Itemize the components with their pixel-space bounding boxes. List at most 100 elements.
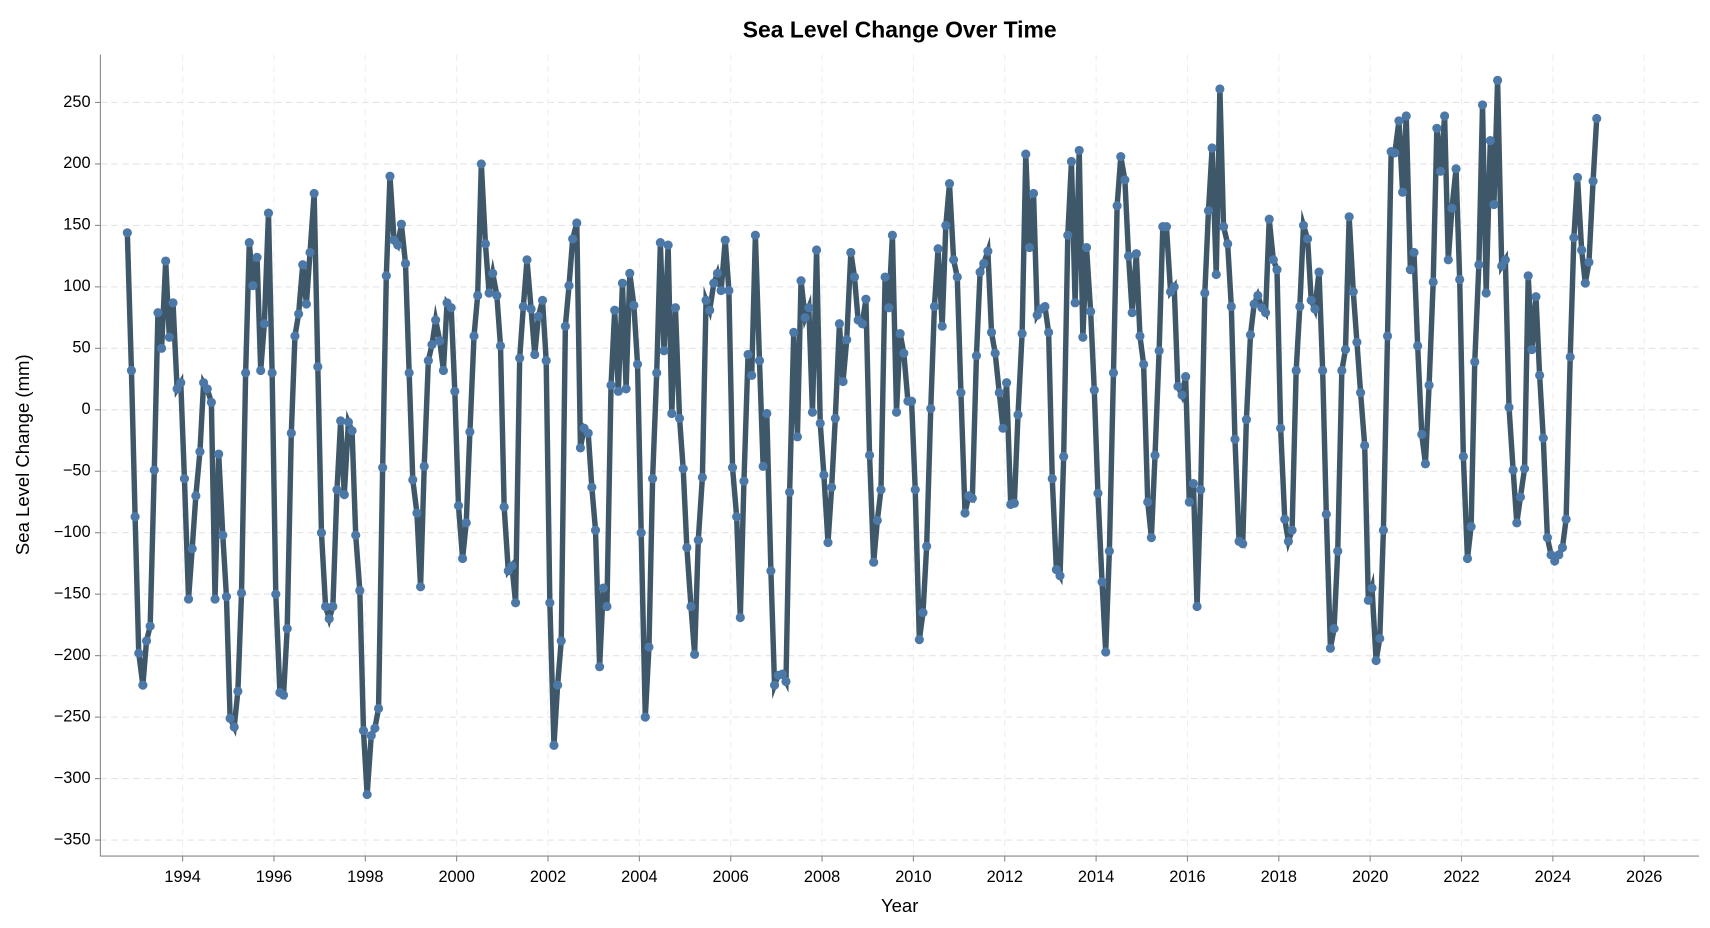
data-point bbox=[564, 281, 574, 291]
data-point bbox=[1161, 222, 1172, 232]
data-point bbox=[1420, 459, 1431, 469]
data-point bbox=[1188, 478, 1198, 489]
data-point bbox=[465, 427, 475, 437]
x-tick-label: 2018 bbox=[1261, 868, 1297, 886]
data-point bbox=[229, 722, 239, 732]
x-tick-label: 2014 bbox=[1078, 868, 1114, 886]
data-point bbox=[313, 362, 323, 372]
data-point bbox=[499, 502, 509, 512]
data-point bbox=[732, 512, 742, 522]
data-point bbox=[1287, 525, 1297, 535]
data-point bbox=[705, 305, 715, 315]
data-point bbox=[644, 642, 654, 652]
data-point bbox=[781, 676, 791, 687]
data-point bbox=[823, 537, 833, 548]
data-point bbox=[827, 482, 837, 492]
data-point bbox=[336, 416, 346, 426]
data-point bbox=[1245, 330, 1256, 340]
data-point bbox=[1139, 359, 1149, 369]
data-point bbox=[640, 712, 650, 722]
data-point bbox=[971, 351, 982, 361]
data-point bbox=[286, 428, 296, 438]
x-tick-label: 2024 bbox=[1535, 868, 1571, 886]
data-point bbox=[435, 336, 445, 346]
data-point bbox=[1238, 539, 1248, 549]
data-point bbox=[724, 285, 734, 296]
data-point bbox=[1531, 292, 1541, 302]
data-point bbox=[1044, 327, 1054, 337]
data-point bbox=[122, 228, 132, 238]
data-point bbox=[941, 220, 951, 230]
data-point bbox=[241, 368, 251, 378]
data-point bbox=[1375, 633, 1385, 644]
y-tick-label: 100 bbox=[63, 277, 90, 295]
data-point bbox=[998, 423, 1008, 433]
data-point bbox=[244, 238, 254, 248]
data-point bbox=[195, 447, 205, 457]
data-point bbox=[735, 612, 745, 623]
data-point bbox=[899, 348, 909, 358]
data-point bbox=[891, 407, 902, 417]
data-point bbox=[895, 328, 905, 339]
data-point bbox=[1280, 514, 1290, 524]
data-point bbox=[263, 208, 274, 218]
data-point bbox=[1143, 497, 1153, 507]
data-point bbox=[949, 255, 959, 265]
data-point bbox=[1542, 533, 1552, 543]
data-point bbox=[887, 230, 897, 240]
data-point bbox=[370, 723, 380, 733]
data-point bbox=[1588, 176, 1598, 186]
data-point bbox=[785, 487, 795, 497]
data-point bbox=[328, 601, 338, 612]
data-point bbox=[1569, 233, 1579, 243]
data-point bbox=[145, 621, 155, 631]
data-point bbox=[1310, 304, 1320, 314]
data-point bbox=[1413, 341, 1423, 351]
data-point bbox=[1398, 187, 1408, 197]
data-point bbox=[1291, 365, 1301, 376]
data-point bbox=[990, 348, 1000, 358]
data-point bbox=[461, 518, 471, 528]
data-point bbox=[716, 285, 726, 296]
data-point bbox=[636, 528, 646, 538]
data-point bbox=[690, 649, 700, 660]
data-point bbox=[1462, 553, 1473, 564]
data-point bbox=[533, 311, 543, 321]
data-point bbox=[423, 356, 433, 366]
data-point bbox=[1081, 242, 1092, 253]
data-point bbox=[667, 408, 677, 419]
data-point bbox=[907, 396, 917, 406]
data-point bbox=[983, 246, 993, 256]
data-point bbox=[1184, 497, 1194, 507]
x-tick-label: 2004 bbox=[621, 868, 657, 886]
data-point bbox=[358, 726, 369, 736]
data-point bbox=[1435, 166, 1446, 176]
data-point bbox=[1447, 203, 1457, 213]
data-point bbox=[944, 179, 955, 189]
data-point bbox=[373, 703, 384, 714]
data-point bbox=[176, 378, 186, 388]
data-point bbox=[332, 485, 342, 495]
data-point bbox=[560, 321, 570, 331]
data-point bbox=[632, 359, 643, 369]
y-tick-label: 50 bbox=[72, 339, 90, 357]
data-point bbox=[1371, 655, 1381, 666]
data-point bbox=[393, 240, 403, 250]
data-point bbox=[164, 332, 174, 342]
data-point bbox=[1303, 234, 1313, 244]
data-point bbox=[1508, 465, 1518, 475]
data-point bbox=[408, 475, 418, 485]
data-point bbox=[670, 303, 681, 313]
data-point bbox=[259, 319, 269, 329]
data-point bbox=[381, 271, 391, 281]
data-point bbox=[545, 598, 555, 608]
data-point bbox=[183, 594, 194, 604]
data-point bbox=[1504, 402, 1514, 412]
data-point bbox=[1394, 116, 1404, 126]
data-point bbox=[575, 443, 586, 453]
data-point bbox=[458, 553, 468, 564]
data-point bbox=[495, 341, 506, 351]
data-point bbox=[1040, 301, 1050, 312]
data-point bbox=[1013, 410, 1023, 420]
data-point bbox=[298, 260, 308, 270]
